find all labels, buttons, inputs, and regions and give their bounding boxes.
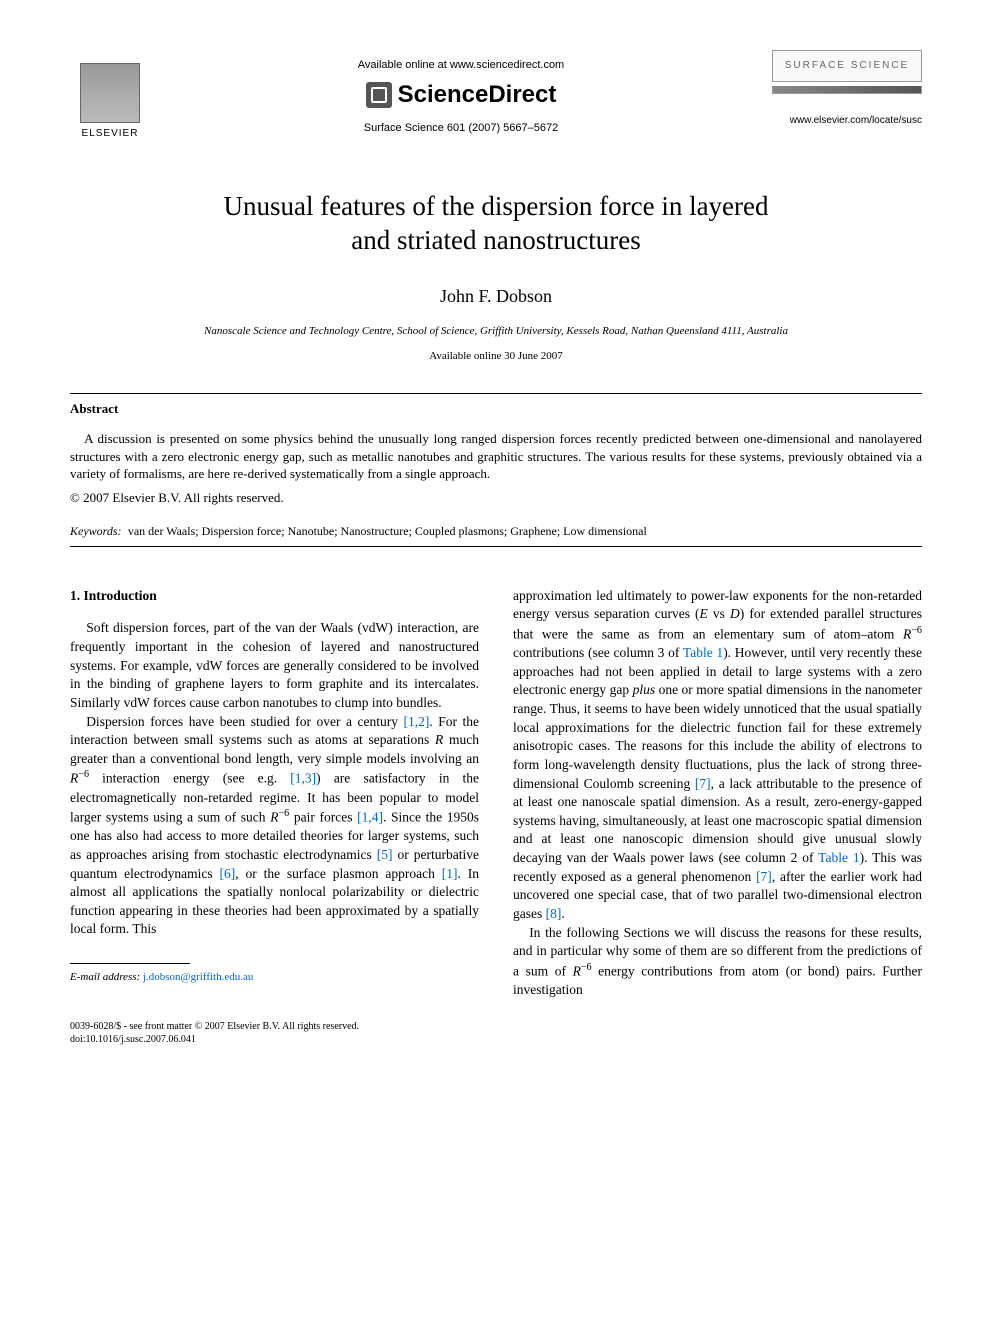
- publisher-name: ELSEVIER: [82, 127, 139, 141]
- journal-cover-title: SURFACE SCIENCE: [772, 50, 922, 82]
- para-2: Dispersion forces have been studied for …: [70, 713, 479, 940]
- column-right: approximation led ultimately to power-la…: [513, 587, 922, 1000]
- doi-line: doi:10.1016/j.susc.2007.06.041: [70, 1033, 922, 1047]
- available-online-date: Available online 30 June 2007: [70, 349, 922, 364]
- section-1-heading: 1. Introduction: [70, 587, 479, 606]
- header-right: SURFACE SCIENCE www.elsevier.com/locate/…: [772, 50, 922, 127]
- abstract-rule-bottom: [70, 546, 922, 547]
- abstract-text: A discussion is presented on some physic…: [70, 430, 922, 483]
- article-title: Unusual features of the dispersion force…: [70, 190, 922, 258]
- issn-line: 0039-6028/$ - see front matter © 2007 El…: [70, 1020, 922, 1034]
- sciencedirect-text: ScienceDirect: [398, 79, 557, 111]
- body-columns: 1. Introduction Soft dispersion forces, …: [70, 587, 922, 1000]
- ref-link-1-3[interactable]: [1,3]: [290, 771, 316, 786]
- ref-link-7b[interactable]: [7]: [756, 869, 772, 884]
- email-label: E-mail address:: [70, 971, 140, 983]
- publisher-logo: ELSEVIER: [70, 50, 150, 140]
- page-header: ELSEVIER Available online at www.science…: [70, 50, 922, 140]
- journal-cover-strip: [772, 86, 922, 94]
- keywords-values: van der Waals; Dispersion force; Nanotub…: [128, 524, 647, 538]
- ref-link-5[interactable]: [5]: [377, 847, 393, 862]
- author-name: John F. Dobson: [70, 284, 922, 308]
- footnote-rule: [70, 963, 190, 964]
- abstract-heading: Abstract: [70, 400, 922, 418]
- title-line-2: and striated nanostructures: [351, 225, 640, 255]
- email-link[interactable]: j.dobson@griffith.edu.au: [143, 971, 253, 983]
- para-3: In the following Sections we will discus…: [513, 924, 922, 1000]
- elsevier-tree-icon: [80, 63, 140, 123]
- sciencedirect-brand: ScienceDirect: [150, 79, 772, 111]
- header-center: Available online at www.sciencedirect.co…: [150, 50, 772, 136]
- keywords-list: van der Waals; Dispersion force; Nanotub…: [125, 524, 647, 538]
- page-footer: 0039-6028/$ - see front matter © 2007 El…: [70, 1020, 922, 1047]
- author-affiliation: Nanoscale Science and Technology Centre,…: [70, 324, 922, 339]
- locate-url: www.elsevier.com/locate/susc: [772, 114, 922, 128]
- ref-link-1[interactable]: [1]: [442, 866, 458, 881]
- column-left: 1. Introduction Soft dispersion forces, …: [70, 587, 479, 1000]
- journal-citation: Surface Science 601 (2007) 5667–5672: [150, 121, 772, 136]
- keywords-label: Keywords:: [70, 524, 122, 538]
- title-line-1: Unusual features of the dispersion force…: [223, 191, 768, 221]
- keywords-row: Keywords: van der Waals; Dispersion forc…: [70, 522, 922, 540]
- para-2-cont: approximation led ultimately to power-la…: [513, 587, 922, 924]
- para-1: Soft dispersion forces, part of the van …: [70, 619, 479, 712]
- abstract-rule-top: [70, 393, 922, 394]
- abstract-body: A discussion is presented on some physic…: [70, 431, 922, 481]
- corresponding-email: E-mail address: j.dobson@griffith.edu.au: [70, 970, 479, 985]
- ref-link-6[interactable]: [6]: [219, 866, 235, 881]
- ref-link-8[interactable]: [8]: [546, 906, 562, 921]
- abstract-copyright: © 2007 Elsevier B.V. All rights reserved…: [70, 489, 922, 507]
- ref-link-7a[interactable]: [7]: [695, 776, 711, 791]
- table-link-1a[interactable]: Table 1: [683, 645, 723, 660]
- available-online-text: Available online at www.sciencedirect.co…: [150, 58, 772, 73]
- table-link-1b[interactable]: Table 1: [818, 850, 859, 865]
- ref-link-1-4[interactable]: [1,4]: [357, 810, 383, 825]
- sciencedirect-icon: [366, 82, 392, 108]
- ref-link-1-2[interactable]: [1,2]: [403, 714, 429, 729]
